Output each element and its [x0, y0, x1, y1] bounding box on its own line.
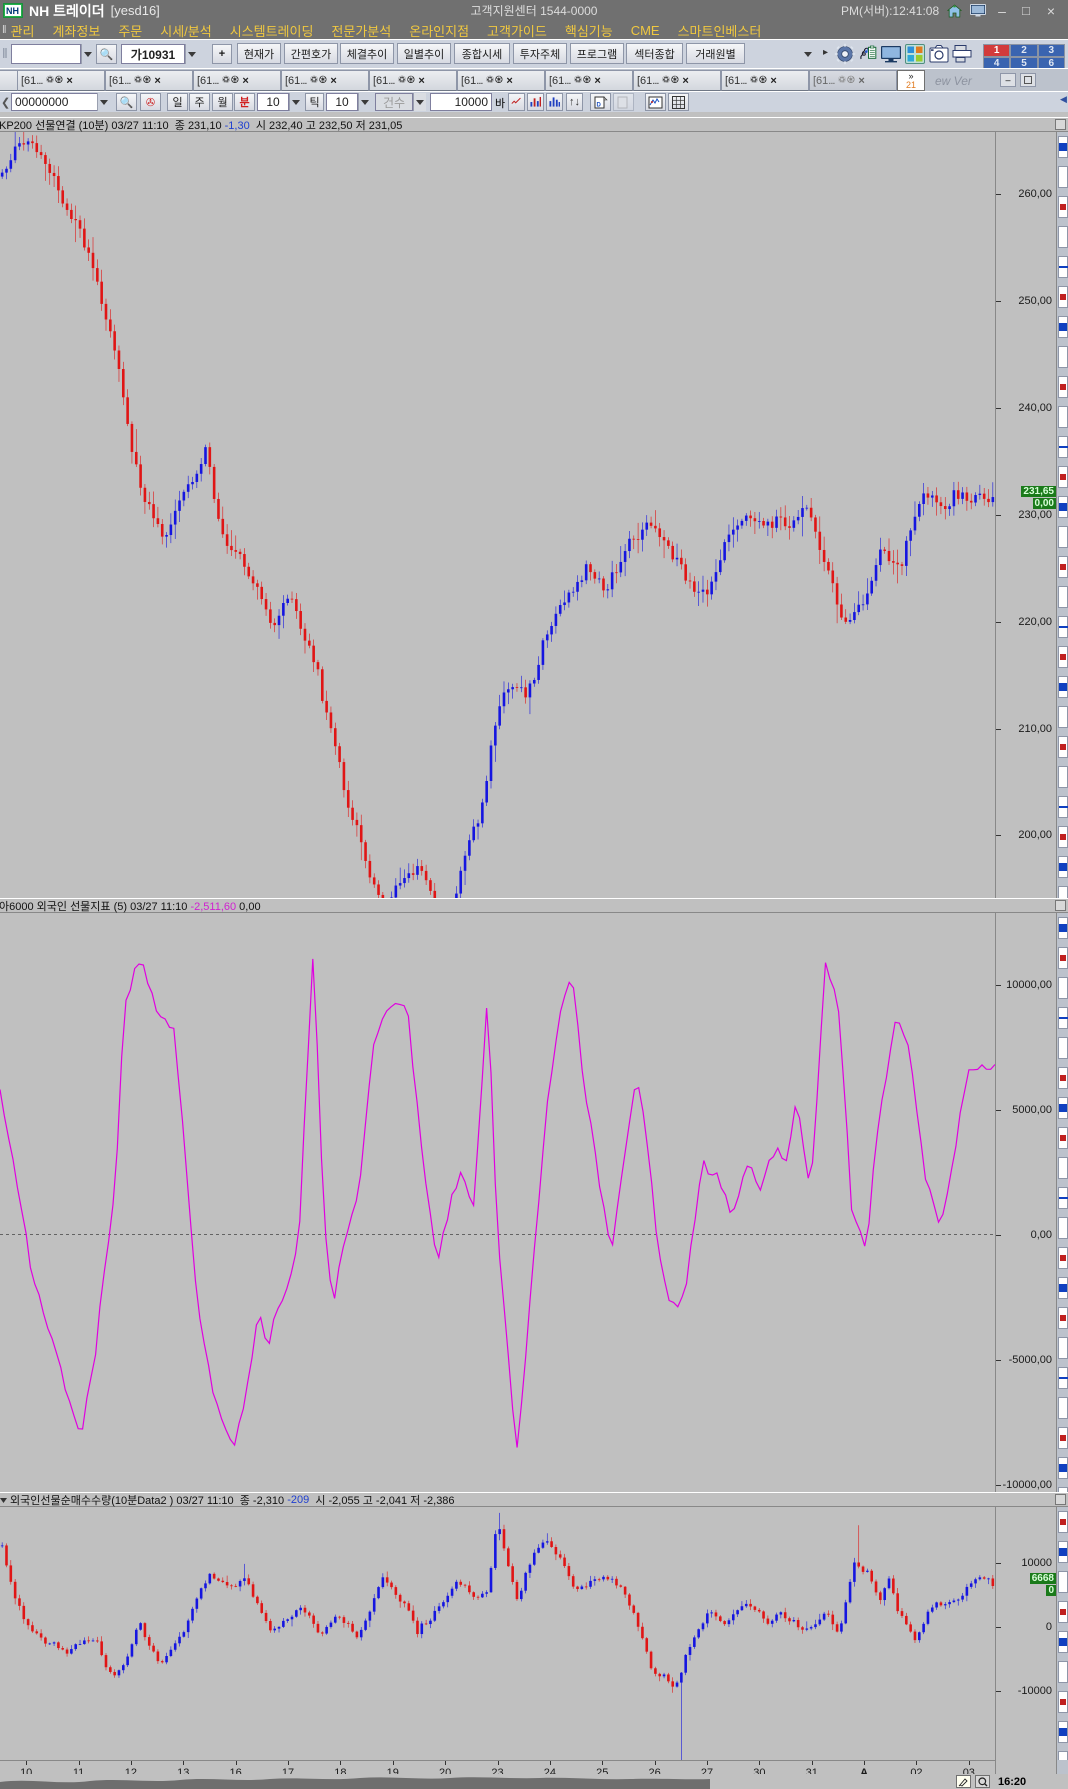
svg-text:D: D [596, 102, 601, 108]
svg-text:NH: NH [6, 6, 19, 15]
